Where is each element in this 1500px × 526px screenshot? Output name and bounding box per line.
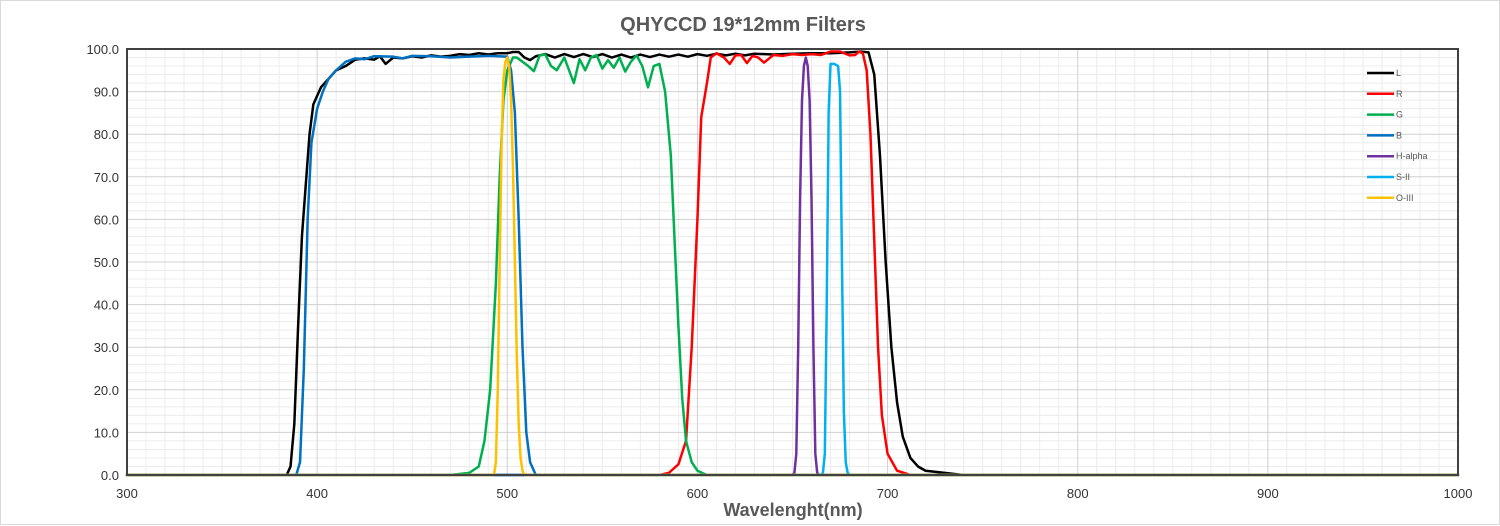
- legend-entry-o-iii: O-III: [1396, 193, 1414, 203]
- x-tick-label: 900: [1257, 486, 1279, 501]
- series-line-o-iii: [125, 56, 1460, 477]
- series-line-h-alpha: [125, 56, 1460, 477]
- legend-entry-g: G: [1396, 110, 1403, 120]
- series-line-s-ii: [125, 62, 1460, 477]
- x-tick-label: 400: [306, 486, 328, 501]
- x-tick-label: 600: [687, 486, 709, 501]
- legend-entry-s-ii: S-II: [1396, 172, 1410, 182]
- y-tick-label: 80.0: [94, 127, 119, 142]
- x-axis-label: Wavelenght(nm): [723, 500, 862, 520]
- plot-border: [126, 48, 1459, 476]
- series-line-b: [125, 54, 1460, 477]
- y-tick-label: 90.0: [94, 85, 119, 100]
- y-tick-label: 70.0: [94, 170, 119, 185]
- x-tick-label: 500: [496, 486, 518, 501]
- y-tick-label: 30.0: [94, 340, 119, 355]
- y-axis-ticks: 0.0 10.0 20.0 30.0 40.0 50.0 60.0 70.0 80.0 90.0 1…: [86, 42, 119, 483]
- x-axis-ticks: 300 400 500 600 700 800 900 1000: [116, 486, 1472, 501]
- y-tick-label: 50.0: [94, 255, 119, 270]
- y-tick-label: 10.0: [94, 425, 119, 440]
- x-tick-label: 1000: [1444, 486, 1473, 501]
- y-tick-label: 60.0: [94, 212, 119, 227]
- legend-entry-h-alpha: H-alpha: [1396, 151, 1428, 161]
- y-tick-label: 0.0: [101, 468, 119, 483]
- legend-entry-l: L: [1396, 68, 1401, 78]
- series-line-r: [125, 50, 1460, 477]
- y-tick-label: 40.0: [94, 298, 119, 313]
- legend-entry-r: R: [1396, 89, 1403, 99]
- x-tick-label: 700: [877, 486, 899, 501]
- y-tick-label: 100.0: [86, 42, 119, 57]
- legend-entry-b: B: [1396, 130, 1402, 140]
- chart-title: QHYCCD 19*12mm Filters: [620, 14, 866, 36]
- series-layer: [125, 50, 1460, 477]
- legend: L R GB H-alpha S-II O-III: [1367, 68, 1428, 203]
- x-tick-label: 800: [1067, 486, 1089, 501]
- y-tick-label: 20.0: [94, 383, 119, 398]
- x-tick-label: 300: [116, 486, 138, 501]
